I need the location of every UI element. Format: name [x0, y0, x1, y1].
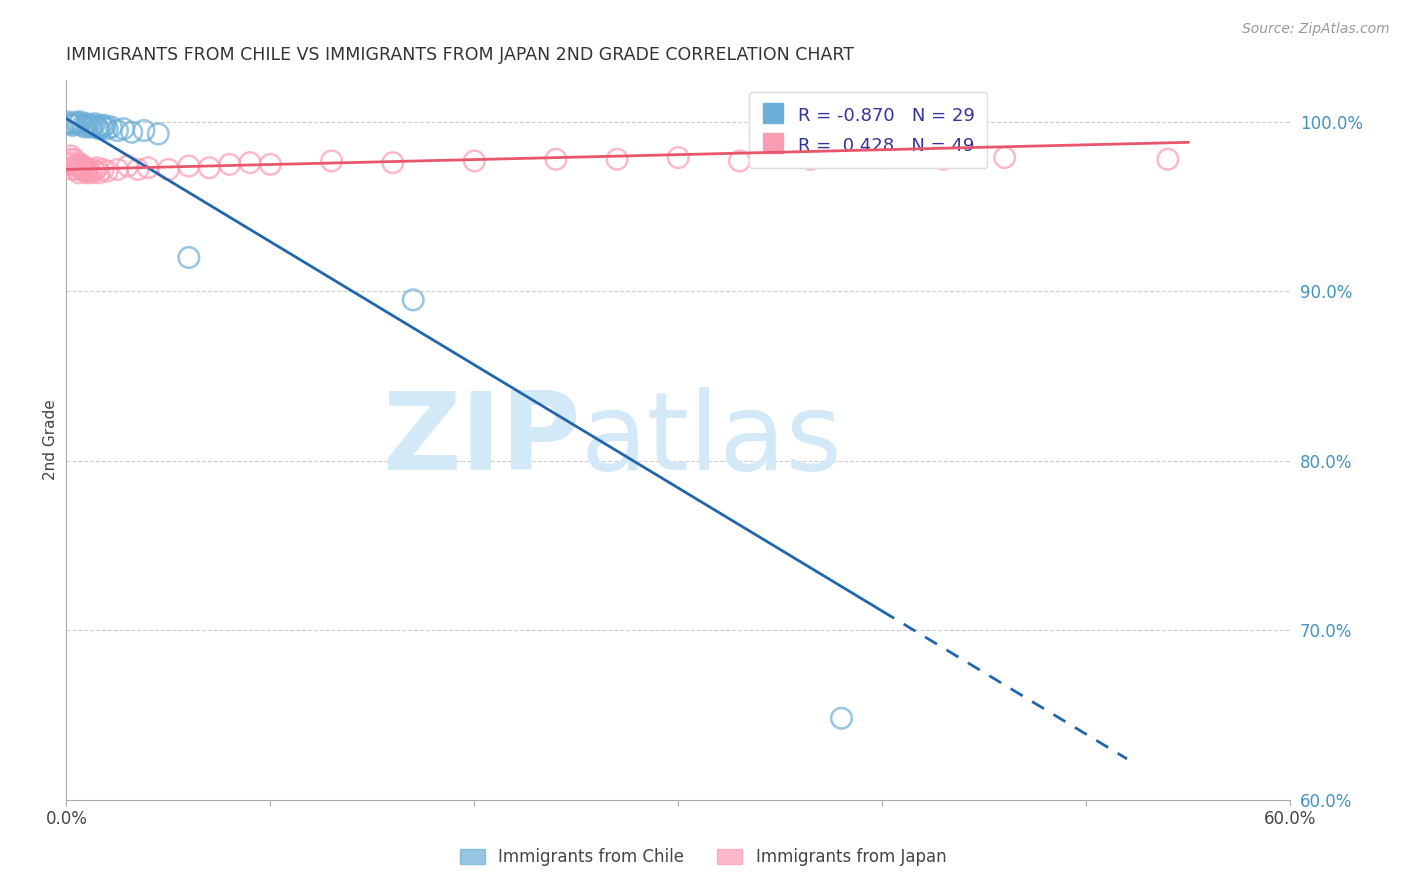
- Point: [1157, 153, 1180, 167]
- Point: [90, 119, 112, 133]
- Text: ZIP: ZIP: [382, 386, 581, 492]
- Point: [107, 162, 129, 177]
- Point: [830, 711, 852, 725]
- Point: [136, 161, 159, 175]
- Point: [666, 151, 689, 165]
- Point: [67, 166, 90, 180]
- Legend: R = -0.870   N = 29, R =  0.428   N = 49: R = -0.870 N = 29, R = 0.428 N = 49: [749, 92, 987, 169]
- Point: [96, 164, 118, 178]
- Point: [127, 162, 149, 177]
- Text: atlas: atlas: [581, 386, 842, 492]
- Point: [73, 164, 96, 178]
- Point: [132, 123, 155, 137]
- Point: [66, 162, 89, 177]
- Point: [62, 162, 84, 177]
- Point: [870, 151, 893, 165]
- Point: [67, 159, 90, 173]
- Point: [728, 153, 751, 168]
- Point: [73, 161, 96, 175]
- Point: [59, 153, 82, 167]
- Text: IMMIGRANTS FROM CHILE VS IMMIGRANTS FROM JAPAN 2ND GRADE CORRELATION CHART: IMMIGRANTS FROM CHILE VS IMMIGRANTS FROM…: [66, 46, 855, 64]
- Legend: Immigrants from Chile, Immigrants from Japan: Immigrants from Chile, Immigrants from J…: [453, 842, 953, 873]
- Point: [157, 162, 180, 177]
- Point: [84, 117, 107, 131]
- Point: [76, 117, 98, 131]
- Point: [544, 153, 567, 167]
- Point: [87, 121, 110, 136]
- Point: [80, 120, 103, 134]
- Point: [381, 155, 404, 169]
- Point: [91, 162, 114, 177]
- Point: [117, 159, 139, 173]
- Point: [62, 155, 84, 169]
- Point: [76, 166, 98, 180]
- Point: [87, 166, 110, 180]
- Point: [62, 119, 84, 133]
- Point: [76, 162, 98, 177]
- Point: [86, 161, 108, 175]
- Point: [91, 120, 114, 134]
- Point: [82, 162, 104, 177]
- Point: [148, 127, 170, 141]
- Point: [72, 162, 94, 177]
- Point: [63, 153, 86, 167]
- Point: [239, 155, 262, 169]
- Point: [59, 149, 82, 163]
- Point: [58, 115, 80, 129]
- Point: [107, 123, 129, 137]
- Point: [80, 166, 103, 180]
- Point: [259, 157, 281, 171]
- Point: [121, 125, 143, 139]
- Point: [72, 159, 94, 173]
- Point: [321, 153, 343, 168]
- Point: [86, 120, 108, 134]
- Point: [77, 164, 100, 178]
- Point: [66, 115, 89, 129]
- Point: [112, 121, 135, 136]
- Point: [63, 117, 86, 131]
- Point: [800, 153, 823, 167]
- Text: Source: ZipAtlas.com: Source: ZipAtlas.com: [1241, 22, 1389, 37]
- Point: [63, 159, 86, 173]
- Point: [82, 119, 104, 133]
- Point: [100, 120, 122, 134]
- Point: [69, 161, 91, 175]
- Point: [67, 117, 90, 131]
- Point: [66, 157, 89, 171]
- Point: [73, 120, 96, 134]
- Point: [59, 117, 82, 131]
- Point: [198, 161, 221, 175]
- Point: [463, 153, 485, 168]
- Point: [72, 119, 94, 133]
- Y-axis label: 2nd Grade: 2nd Grade: [44, 400, 58, 480]
- Point: [606, 153, 628, 167]
- Point: [218, 157, 240, 171]
- Point: [994, 151, 1017, 165]
- Point: [77, 119, 100, 133]
- Point: [94, 119, 117, 133]
- Point: [84, 164, 107, 178]
- Point: [58, 157, 80, 171]
- Point: [177, 251, 200, 265]
- Point: [932, 153, 955, 167]
- Point: [69, 115, 91, 129]
- Point: [69, 157, 91, 171]
- Point: [96, 121, 118, 136]
- Point: [177, 159, 200, 173]
- Point: [402, 293, 425, 307]
